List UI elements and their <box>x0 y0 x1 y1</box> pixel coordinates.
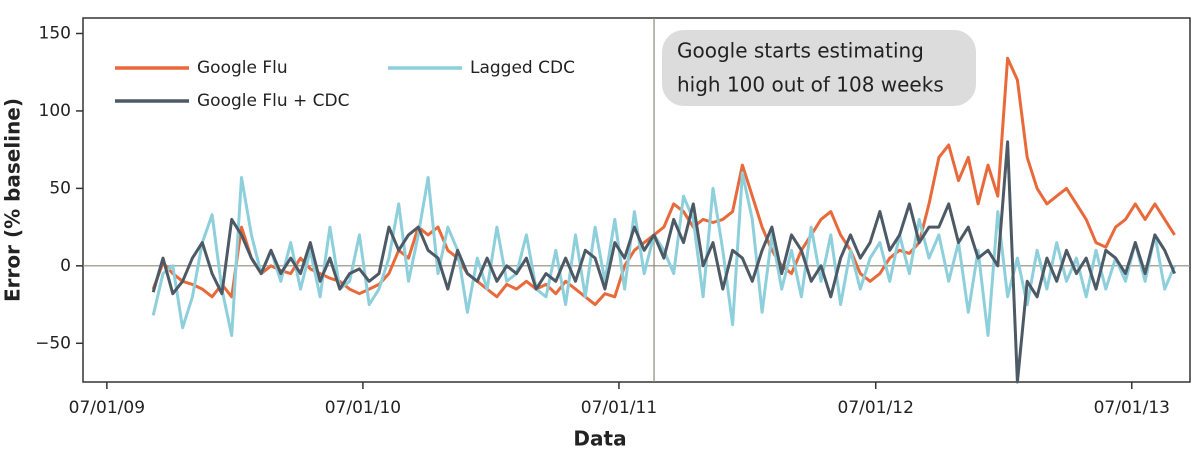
y-tick-label: 50 <box>49 178 71 198</box>
x-tick-label: 07/01/11 <box>581 398 657 418</box>
plot-frame <box>82 17 1191 383</box>
y-tick-label: 150 <box>39 23 71 43</box>
y-tick-label: −50 <box>35 333 71 353</box>
legend-label: Lagged CDC <box>470 58 575 78</box>
x-tick-label: 07/01/13 <box>1094 398 1170 418</box>
x-tick-label: 07/01/09 <box>69 398 145 418</box>
annotation-text: high 100 out of 108 weeks <box>677 73 944 97</box>
y-tick-label: 100 <box>39 101 71 121</box>
y-tick-label: 0 <box>60 256 71 276</box>
y-axis-title: Error (% baseline) <box>1 98 25 302</box>
x-axis-title: Data <box>573 427 626 451</box>
x-tick-label: 07/01/10 <box>325 398 401 418</box>
x-tick-label: 07/01/12 <box>838 398 914 418</box>
legend-label: Google Flu <box>197 58 288 78</box>
annotation-box <box>662 30 976 106</box>
annotation-text: Google starts estimating <box>677 39 924 63</box>
legend-label: Google Flu + CDC <box>197 91 350 111</box>
series-line <box>151 140 1176 384</box>
